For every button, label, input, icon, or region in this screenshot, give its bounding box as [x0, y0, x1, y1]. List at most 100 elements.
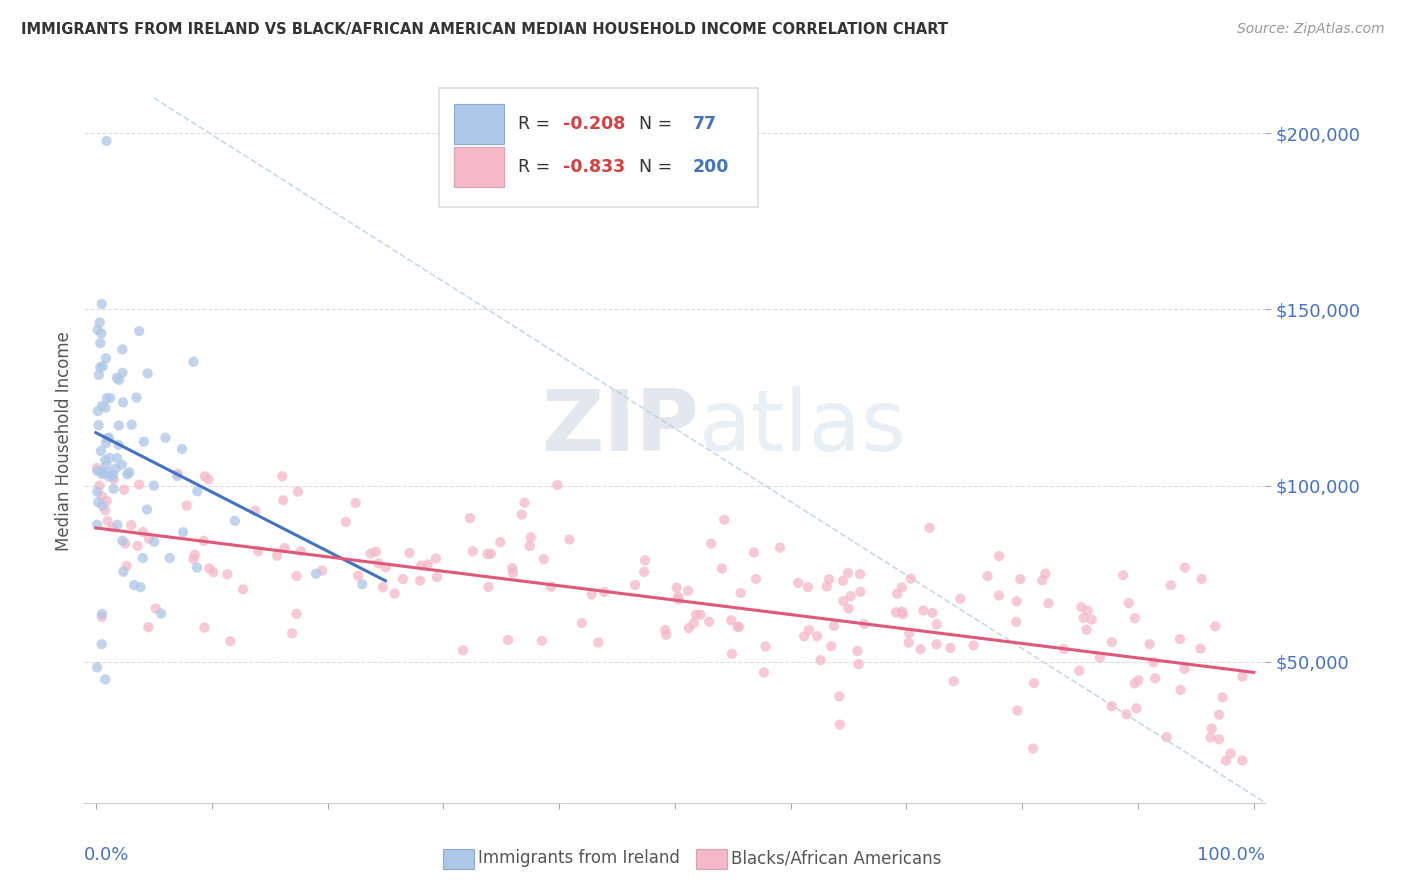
Point	[806, 629, 828, 643]
Text: Source: ZipAtlas.com: Source: ZipAtlas.com	[1237, 22, 1385, 37]
Point	[86, 517, 108, 532]
Point	[451, 643, 474, 657]
Point	[685, 607, 707, 622]
Point	[593, 585, 616, 599]
Point	[1168, 632, 1191, 646]
Point	[1038, 596, 1060, 610]
Point	[752, 665, 775, 680]
Text: 100.0%: 100.0%	[1198, 847, 1265, 864]
Point	[918, 521, 941, 535]
Point	[939, 640, 962, 655]
Point	[676, 583, 699, 598]
Point	[540, 580, 562, 594]
FancyBboxPatch shape	[439, 87, 758, 207]
Point	[654, 623, 676, 637]
Point	[1005, 594, 1028, 608]
Point	[1142, 655, 1164, 669]
Point	[91, 499, 114, 513]
Point	[797, 580, 820, 594]
Text: N =: N =	[627, 158, 678, 176]
Point	[1007, 704, 1029, 718]
Point	[374, 560, 396, 574]
Point	[477, 547, 499, 561]
Point	[720, 613, 742, 627]
Text: ZIP: ZIP	[541, 385, 699, 468]
Point	[107, 438, 129, 452]
Point	[787, 576, 810, 591]
Point	[184, 548, 207, 562]
Point	[202, 565, 225, 579]
Point	[1115, 707, 1137, 722]
Point	[150, 607, 173, 621]
Point	[409, 574, 432, 588]
Point	[1170, 682, 1192, 697]
Point	[1005, 615, 1028, 629]
Point	[1232, 754, 1254, 768]
Point	[1080, 613, 1102, 627]
Point	[159, 550, 181, 565]
Point	[910, 642, 932, 657]
Point	[97, 469, 120, 483]
Point	[392, 572, 415, 586]
Point	[890, 581, 912, 595]
Point	[533, 552, 555, 566]
Point	[976, 569, 998, 583]
Point	[87, 495, 110, 509]
Point	[193, 621, 215, 635]
Point	[458, 511, 481, 525]
Point	[1232, 669, 1254, 683]
Point	[347, 568, 370, 582]
Point	[988, 549, 1011, 563]
Point	[118, 466, 141, 480]
Point	[183, 552, 205, 566]
Point	[489, 535, 512, 549]
Point	[352, 577, 374, 591]
Point	[461, 544, 484, 558]
Point	[1208, 732, 1230, 747]
Point	[91, 359, 114, 373]
Point	[890, 604, 912, 618]
Point	[285, 607, 308, 621]
Point	[132, 551, 155, 566]
Point	[103, 482, 125, 496]
Point	[105, 371, 128, 385]
Point	[477, 580, 499, 594]
Point	[90, 610, 112, 624]
Point	[837, 566, 859, 580]
Point	[94, 351, 117, 366]
Point	[127, 539, 149, 553]
Point	[232, 582, 254, 597]
Point	[987, 589, 1010, 603]
Point	[132, 524, 155, 539]
Point	[371, 580, 394, 594]
Point	[1088, 650, 1111, 665]
Point	[502, 566, 524, 580]
Point	[89, 478, 111, 492]
Point	[496, 632, 519, 647]
Point	[101, 469, 124, 483]
Point	[581, 587, 603, 601]
Point	[90, 297, 112, 311]
Point	[823, 619, 845, 633]
Point	[367, 557, 389, 571]
Point	[1053, 642, 1076, 657]
Point	[98, 450, 121, 465]
Point	[793, 629, 815, 643]
Point	[730, 586, 752, 600]
Point	[90, 326, 112, 341]
Point	[1144, 671, 1167, 685]
Point	[89, 336, 111, 351]
Text: -0.833: -0.833	[562, 158, 624, 176]
Point	[848, 657, 870, 672]
Point	[108, 373, 131, 387]
Point	[91, 467, 114, 481]
Point	[1010, 572, 1032, 586]
Point	[1219, 747, 1241, 761]
Point	[271, 493, 294, 508]
Point	[198, 561, 221, 575]
Point	[86, 484, 108, 499]
Point	[1128, 673, 1150, 687]
Point	[90, 399, 112, 413]
Point	[846, 644, 869, 658]
Point	[689, 607, 711, 622]
